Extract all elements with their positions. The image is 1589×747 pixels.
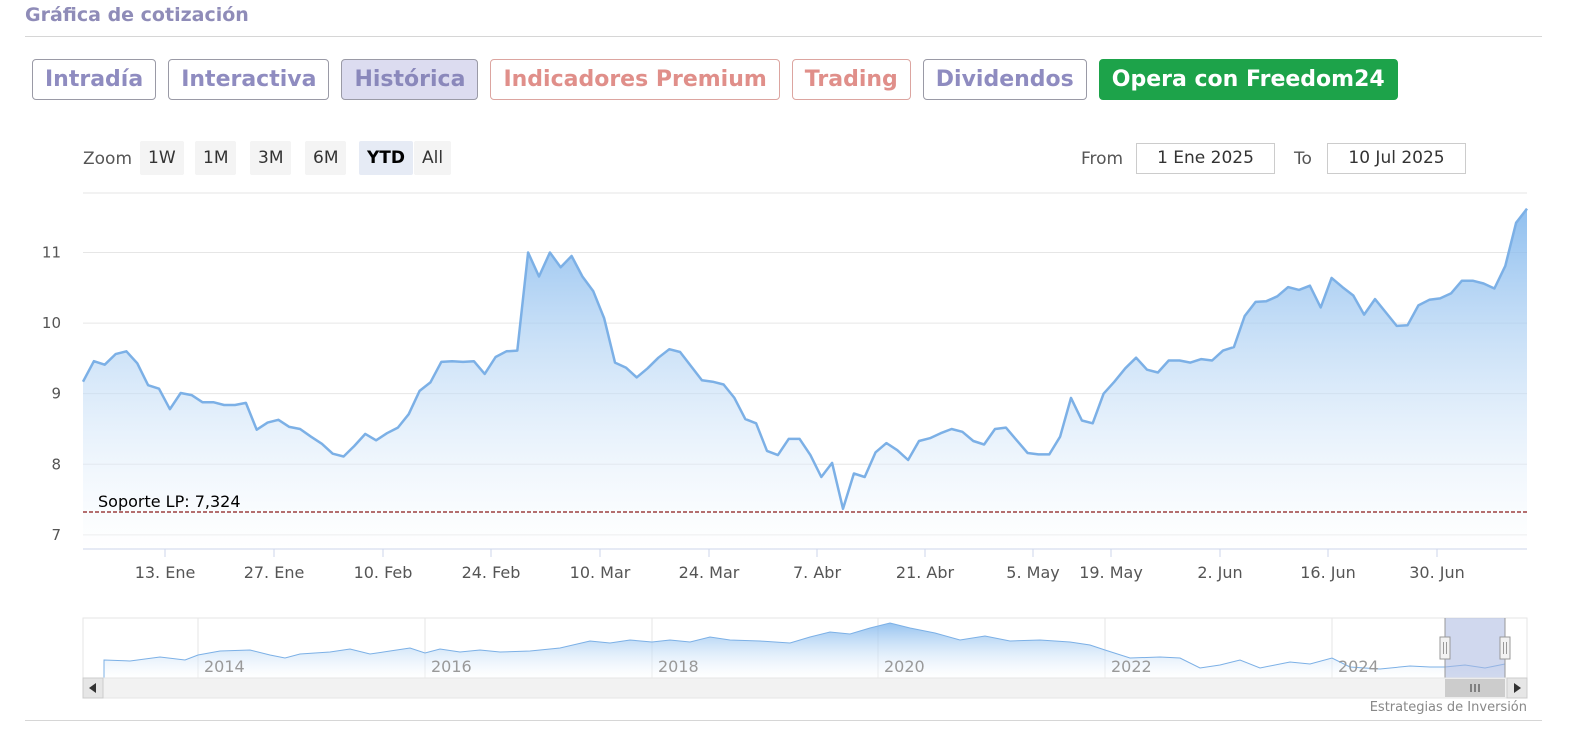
from-date-input[interactable]: 1 Ene 2025 (1136, 143, 1275, 174)
y-axis-labels: 7 8 9 10 11 (42, 243, 61, 543)
zoom-6m-button[interactable]: 6M (305, 141, 347, 175)
x-tick-label: 16. Jun (1300, 563, 1356, 582)
tab-interactiva[interactable]: Interactiva (168, 59, 330, 100)
x-tick-label: 24. Mar (679, 563, 740, 582)
x-tick-label: 7. Abr (793, 563, 841, 582)
y-tick-label: 7 (51, 526, 61, 544)
footer-divider (25, 720, 1542, 721)
tab-dividendos[interactable]: Dividendos (922, 59, 1087, 100)
x-tick-label: 30. Jun (1409, 563, 1465, 582)
chart-tabs: Intradía Interactiva Histórica Indicador… (32, 59, 1398, 102)
to-label: To (1294, 149, 1312, 169)
tab-trading[interactable]: Trading (791, 59, 911, 100)
x-tick-label: 10. Mar (570, 563, 631, 582)
navigator-selected-range (1445, 618, 1505, 678)
title-divider (25, 36, 1542, 37)
y-tick-label: 9 (51, 385, 61, 403)
scrollbar-track (82, 677, 1528, 699)
scroll-right-button (1506, 677, 1528, 699)
navigator-year-label: 2022 (1111, 657, 1152, 676)
scrollbar-thumb (1445, 679, 1505, 697)
navigator-handle[interactable] (1499, 636, 1511, 660)
navigator-frame (82, 617, 1528, 679)
price-area (83, 208, 1527, 549)
page-title: Gráfica de cotización (25, 4, 249, 26)
scroll-left-button (82, 677, 104, 699)
tab-historica[interactable]: Histórica (341, 59, 479, 100)
scroll-right-icon (1514, 683, 1521, 693)
navigator-year-label: 2018 (658, 657, 699, 676)
x-axis-labels: 13. Ene 27. Ene 10. Feb 24. Feb 10. Mar 24. M… (135, 549, 1465, 582)
navigator-handles (1439, 636, 1511, 660)
navigator-year-label: 2020 (884, 657, 925, 676)
x-tick-label: 21. Abr (896, 563, 955, 582)
navigator-year-label: 2024 (1338, 657, 1379, 676)
zoom-1m-button[interactable]: 1M (195, 141, 237, 175)
from-label: From (1081, 149, 1124, 169)
freedom24-button[interactable]: Opera con Freedom24 (1098, 59, 1398, 100)
zoom-all-button[interactable]: All (414, 141, 452, 175)
tab-indicadores-premium[interactable]: Indicadores Premium (490, 59, 780, 100)
tab-intradia[interactable]: Intradía (32, 59, 157, 100)
x-tick-label: 27. Ene (244, 563, 305, 582)
zoom-3m-button[interactable]: 3M (250, 141, 292, 175)
price-line (81, 207, 1528, 511)
y-tick-label: 11 (42, 243, 61, 261)
x-tick-label: 10. Feb (354, 563, 413, 582)
navigator-year-label: 2016 (431, 657, 472, 676)
gridlines (83, 251, 1527, 536)
chart-credits: Estrategias de Inversión (1369, 700, 1527, 715)
navigator-year-label: 2014 (204, 657, 245, 676)
navigator-year-lines (197, 618, 1333, 678)
navigator-handle[interactable] (1439, 636, 1451, 660)
zoom-1w-button[interactable]: 1W (140, 141, 184, 175)
x-tick-label: 13. Ene (135, 563, 196, 582)
scrollbar-grip-icon (1470, 684, 1480, 692)
y-tick-label: 8 (51, 455, 61, 473)
x-tick-label: 24. Feb (462, 563, 521, 582)
x-tick-label: 19. May (1079, 563, 1143, 582)
x-tick-label: 2. Jun (1197, 563, 1242, 582)
navigator-year-labels: 2014 2016 2018 2020 2022 2024 (204, 657, 1379, 676)
scroll-left-icon (89, 683, 96, 693)
to-date-input[interactable]: 10 Jul 2025 (1327, 143, 1466, 174)
y-tick-label: 10 (42, 314, 61, 332)
zoom-ytd-button[interactable]: YTD (359, 141, 414, 175)
navigator-area (103, 622, 1506, 679)
zoom-label: Zoom (83, 149, 133, 169)
x-tick-label: 5. May (1006, 563, 1059, 582)
support-label: Soporte LP: 7,324 (98, 492, 241, 511)
